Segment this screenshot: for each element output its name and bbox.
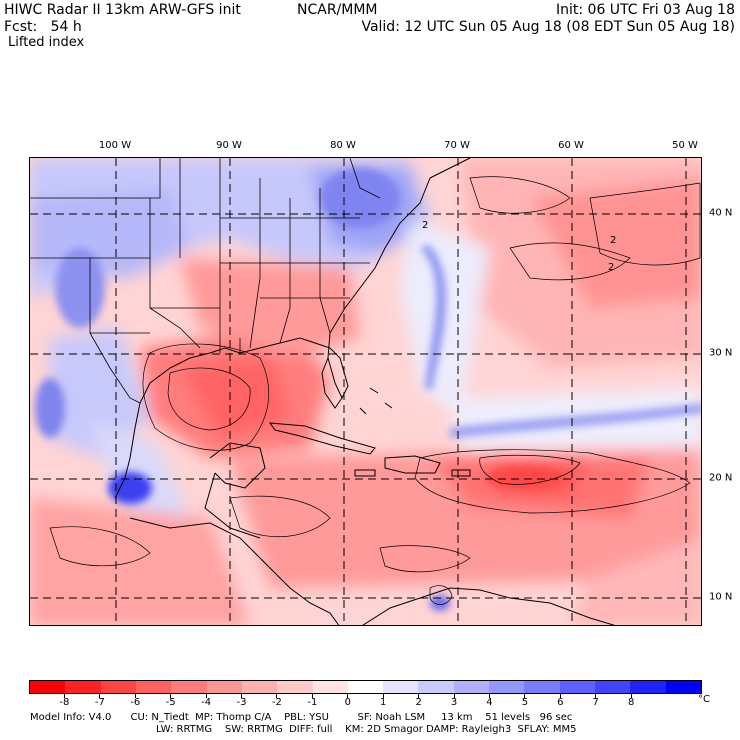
color-bar-tick-label: 3 — [450, 697, 458, 708]
color-bar-tick-label: 6 — [557, 697, 564, 708]
color-bar-tick — [559, 694, 561, 698]
color-bar-tick-label: -5 — [165, 697, 176, 708]
state-borders — [30, 158, 381, 404]
lon-label-80w: 80 W — [330, 140, 356, 151]
color-bar-tick-label: -6 — [130, 697, 141, 708]
lon-label-90w: 90 W — [216, 140, 242, 151]
color-bar-tick-label: 7 — [592, 697, 599, 708]
color-bar-segment — [453, 681, 490, 693]
color-bar-tick — [347, 694, 349, 698]
color-bar-segment — [630, 681, 666, 693]
color-bar-segment — [418, 681, 454, 693]
color-bar-tick — [595, 694, 597, 698]
lat-label-40n: 40 N — [709, 207, 733, 219]
color-bar-segment — [277, 681, 313, 693]
color-bar-segment — [312, 681, 348, 693]
contour-label: 2 — [610, 235, 616, 246]
contour-lines — [49, 176, 701, 605]
color-bar-tick-label: -4 — [201, 697, 212, 708]
color-bar-segment — [30, 681, 66, 693]
lat-lon-grid — [30, 158, 701, 625]
color-bar-tick — [488, 694, 490, 698]
lon-label-50w: 50 W — [672, 140, 698, 151]
color-bar-segment — [206, 681, 242, 693]
color-bar-tick — [418, 694, 420, 698]
color-bar-segment — [559, 681, 595, 693]
institution-label: NCAR/MMM — [297, 2, 378, 18]
valid-time: Valid: 12 UTC Sun 05 Aug 18 (08 EDT Sun … — [361, 19, 735, 35]
color-bar-tick — [276, 694, 278, 698]
model-title: HIWC Radar II 13km ARW-GFS init — [4, 2, 241, 18]
map-canvas: 2 2 2 — [30, 158, 701, 625]
color-bar-tick-label: -8 — [59, 697, 70, 708]
shading-detail — [35, 168, 701, 611]
color-bar-tick — [382, 694, 384, 698]
color-bar-segment — [665, 681, 701, 693]
init-time: Init: 06 UTC Fri 03 Aug 18 — [555, 2, 735, 18]
color-bar-tick — [99, 694, 101, 698]
color-bar-tick-label: 0 — [344, 697, 351, 708]
lifted-index-map: 2 2 2 — [29, 157, 702, 626]
contour-label: 2 — [422, 220, 428, 231]
field-name: Lifted index — [8, 35, 85, 50]
color-bar-tick-label: 5 — [521, 697, 529, 708]
lat-label-30n: 30 N — [709, 347, 733, 359]
color-bar-tick — [241, 694, 243, 698]
color-bar-segment — [100, 681, 136, 693]
color-bar-tick-label: 8 — [627, 697, 635, 708]
color-bar-tick — [134, 694, 136, 698]
forecast-hour: Fcst: 54 h — [4, 19, 82, 35]
color-bar-tick-label: 1 — [380, 697, 387, 708]
color-bar-tick — [453, 694, 455, 698]
color-bar-tick — [630, 694, 632, 698]
color-bar-tick — [170, 694, 172, 698]
lat-label-20n: 20 N — [709, 472, 733, 484]
color-bar-segment — [65, 681, 101, 693]
color-bar-segment — [595, 681, 631, 693]
color-bar-tick — [205, 694, 207, 698]
lon-label-70w: 70 W — [444, 140, 470, 151]
color-bar-tick — [63, 694, 65, 698]
color-bar-tick-label: -3 — [236, 697, 247, 708]
color-bar-tick-label: 2 — [415, 697, 422, 708]
coastlines — [114, 158, 616, 625]
color-bar-tick-label: 4 — [486, 697, 493, 708]
color-bar-tick — [311, 694, 313, 698]
color-bar-tick-label: -1 — [307, 697, 318, 708]
model-info-line1: Model Info: V4.0 CU: N_Tiedt MP: Thomp C… — [30, 712, 573, 723]
contour-label: 2 — [608, 262, 614, 273]
color-bar-tick — [524, 694, 526, 698]
lat-label-10n: 10 N — [709, 591, 733, 603]
lon-label-100w: 100 W — [98, 140, 132, 151]
color-bar-segment — [383, 681, 419, 693]
color-bar-segment — [524, 681, 560, 693]
model-info-line2: LW: RRTMG SW: RRTMG DIFF: full KM: 2D Sm… — [156, 724, 577, 735]
color-bar-segment — [135, 681, 172, 693]
color-bar-segment — [489, 681, 525, 693]
color-bar-segment — [171, 681, 207, 693]
lon-label-60w: 60 W — [558, 140, 584, 151]
color-bar-tick-label: -2 — [271, 697, 282, 708]
color-bar-unit: °C — [698, 694, 710, 705]
color-bar-segment — [347, 681, 384, 693]
color-bar — [29, 680, 702, 694]
color-bar-tick-label: -7 — [94, 697, 105, 708]
color-bar-segment — [241, 681, 278, 693]
